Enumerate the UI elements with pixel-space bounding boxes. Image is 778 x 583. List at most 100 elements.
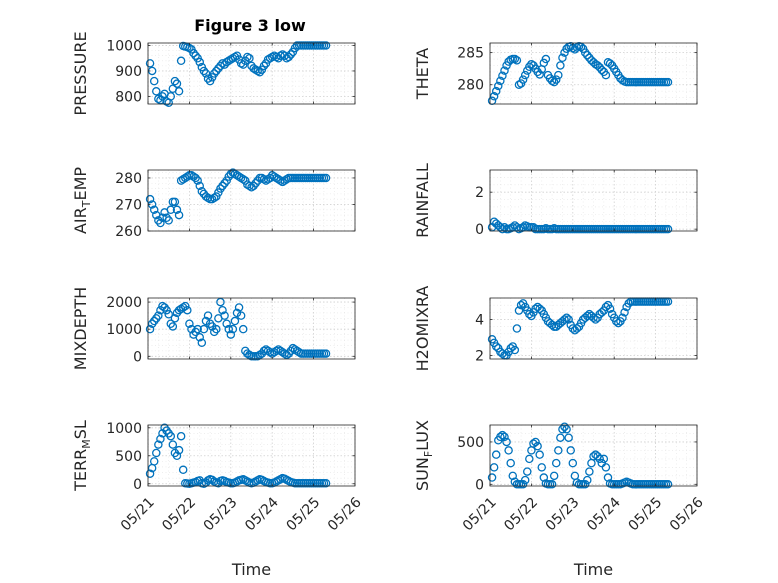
- data-point: [158, 92, 167, 101]
- y-tick-label: 0: [475, 222, 484, 238]
- data-point: [243, 52, 252, 62]
- subplot-theta: 280 285 THETA: [413, 41, 698, 106]
- data-point: [170, 76, 180, 86]
- data-point: [156, 218, 165, 228]
- data-point: [556, 61, 565, 70]
- data-point: [556, 433, 565, 442]
- data-point: [489, 92, 499, 101]
- data-point: [525, 309, 534, 319]
- data-point: [516, 300, 526, 310]
- data-point: [145, 59, 155, 68]
- data-point: [220, 311, 229, 320]
- data-point: [612, 317, 621, 326]
- data-point: [267, 52, 277, 62]
- data-point: [551, 458, 561, 468]
- data-point: [541, 54, 551, 64]
- data-point: [178, 465, 188, 475]
- data-point: [620, 308, 629, 317]
- data-point: [154, 440, 163, 449]
- data-point: [214, 64, 223, 73]
- data-point: [154, 94, 163, 104]
- axes-box: [489, 42, 698, 105]
- data-point: [535, 450, 544, 459]
- data-point: [197, 186, 207, 196]
- data-point: [496, 76, 505, 86]
- subplot-h2omixra: 2 4 H2OMIXRA: [413, 286, 698, 371]
- y-tick-label: 1000: [106, 322, 142, 338]
- data-point: [226, 55, 236, 64]
- data-point: [321, 41, 331, 50]
- data-point: [663, 224, 673, 234]
- data-point: [162, 305, 171, 315]
- data-point: [491, 342, 501, 351]
- data-point: [259, 61, 269, 71]
- data-point: [209, 69, 219, 78]
- y-axis-label: TERRMSL: [71, 420, 93, 492]
- data-point: [170, 197, 180, 207]
- data-point: [535, 304, 544, 314]
- data-point: [259, 346, 269, 356]
- data-point: [228, 324, 238, 334]
- data-point: [599, 454, 609, 464]
- data-point: [321, 349, 331, 358]
- data-point: [498, 71, 507, 80]
- data-point: [282, 175, 291, 184]
- y-tick-label: 260: [115, 224, 142, 240]
- data-point: [212, 192, 221, 201]
- data-point: [580, 480, 590, 489]
- data-point: [539, 473, 549, 482]
- data-point: [603, 473, 613, 482]
- data-point: [491, 450, 501, 459]
- data-point: [191, 51, 200, 60]
- y-tick-label: 0: [133, 349, 142, 365]
- data-point: [597, 308, 607, 317]
- data-point: [245, 54, 254, 63]
- y-tick-label: 0: [475, 477, 484, 493]
- data-point: [583, 50, 592, 60]
- data-point: [294, 347, 304, 357]
- data-point: [589, 313, 598, 322]
- y-tick-label: 280: [115, 171, 142, 187]
- axes-box: [147, 297, 356, 360]
- x-axis-label: Time: [231, 560, 271, 579]
- data-point: [537, 463, 547, 472]
- y-tick-label: 1000: [106, 39, 142, 55]
- data-point: [585, 467, 594, 476]
- data-point: [224, 56, 233, 66]
- data-point: [597, 65, 607, 75]
- y-tick-label: 800: [115, 89, 142, 105]
- data-point: [498, 224, 507, 234]
- data-point: [504, 446, 513, 455]
- y-axis-label: RAINFALL: [413, 163, 432, 238]
- data-point: [259, 175, 269, 184]
- y-tick-label: 500: [115, 449, 142, 465]
- data-point: [514, 80, 524, 89]
- data-point: [218, 305, 227, 315]
- data-point: [663, 480, 673, 489]
- data-point: [572, 43, 582, 52]
- data-point: [663, 77, 673, 87]
- axes-box: [489, 169, 698, 232]
- data-point: [560, 422, 569, 431]
- data-point: [209, 193, 219, 203]
- data-point: [149, 205, 159, 215]
- data-point: [512, 324, 522, 333]
- data-point: [222, 57, 231, 67]
- data-point: [222, 319, 231, 329]
- axes-box: [147, 42, 356, 105]
- data-point: [220, 179, 229, 188]
- data-point: [614, 318, 623, 328]
- data-point: [149, 76, 159, 86]
- data-point: [487, 473, 497, 482]
- data-point: [549, 77, 559, 87]
- data-point: [168, 322, 178, 331]
- data-point: [164, 310, 173, 319]
- data-point: [265, 54, 275, 63]
- data-point: [572, 324, 582, 333]
- data-point: [168, 440, 178, 449]
- data-point: [156, 434, 165, 444]
- data-point: [226, 330, 236, 339]
- data-point: [591, 315, 600, 324]
- data-point: [601, 70, 611, 80]
